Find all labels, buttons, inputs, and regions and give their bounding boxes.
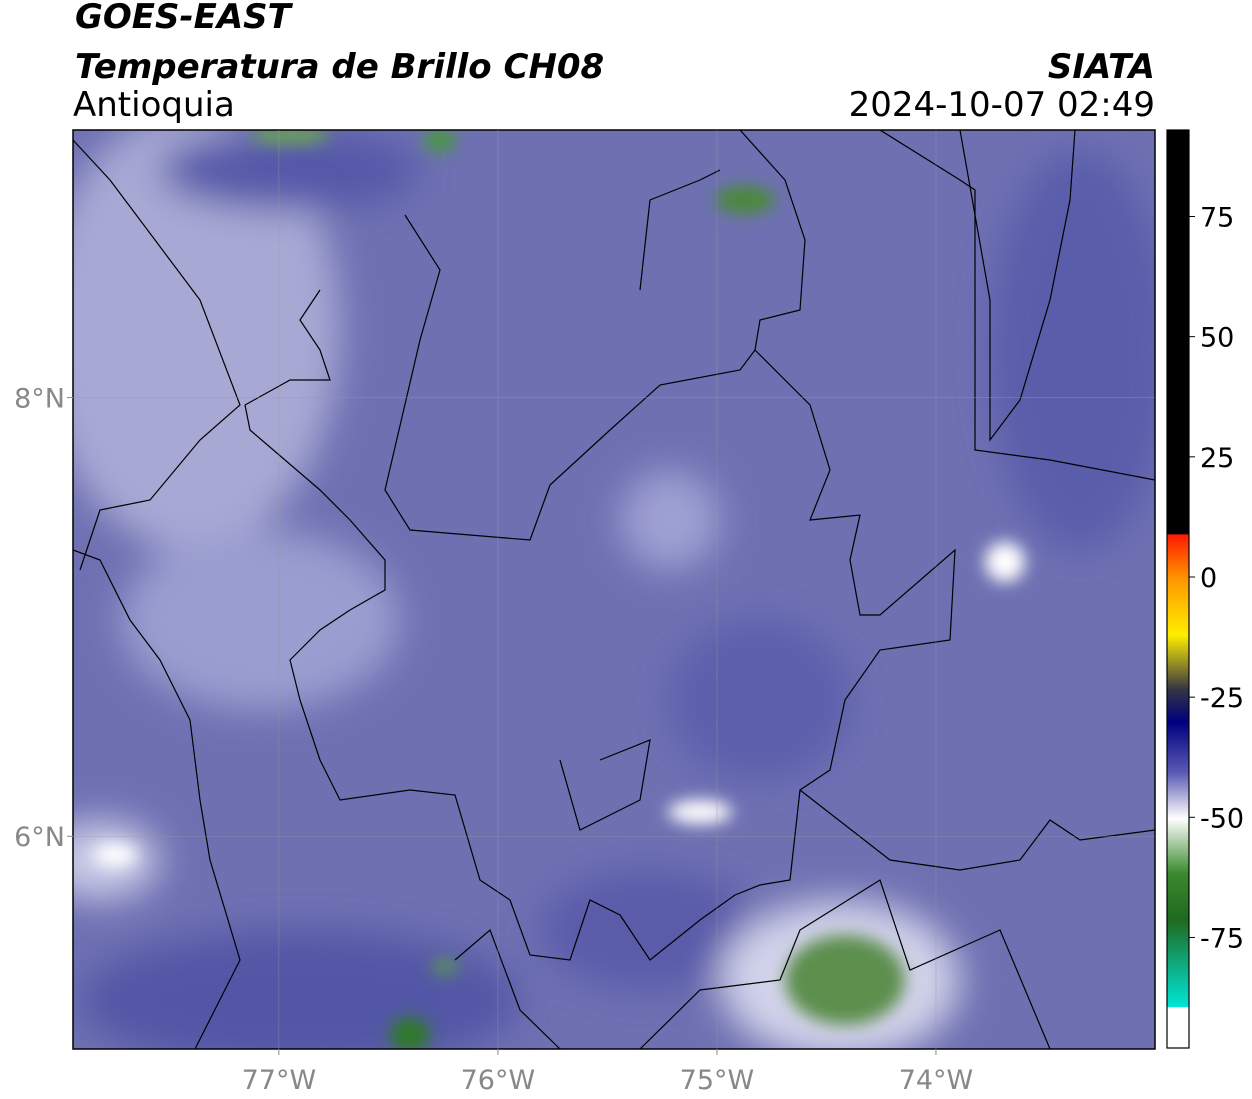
colorbar-tick-label: 25 [1200,443,1234,474]
lat-tick-label: 6°N [14,822,65,853]
colorbar-tick-label: 75 [1200,203,1234,234]
map-frame [72,129,1156,1050]
colorbar [1166,129,1190,1049]
title: GOES-EAST [75,0,294,37]
colorbar-tick-label: -25 [1200,683,1244,714]
subtitle: Temperatura de Brillo CH08 [75,47,604,87]
colorbar-tick-label: -75 [1200,923,1244,954]
colorbar-tick-label: 0 [1200,563,1217,594]
satellite-image [73,130,1155,1049]
source: SIATA [1048,47,1155,87]
datetime: 2024-10-07 02:49 [849,85,1155,125]
colorbar-tick-label: -50 [1200,803,1244,834]
lon-tick-label: 75°W [680,1065,755,1096]
lat-tick-label: 8°N [14,384,65,415]
lon-tick-label: 76°W [461,1065,536,1096]
region: Antioquia [73,85,235,125]
colorbar-tick-label: 50 [1200,323,1234,354]
lon-tick-label: 74°W [899,1065,974,1096]
lon-tick-label: 77°W [242,1065,317,1096]
